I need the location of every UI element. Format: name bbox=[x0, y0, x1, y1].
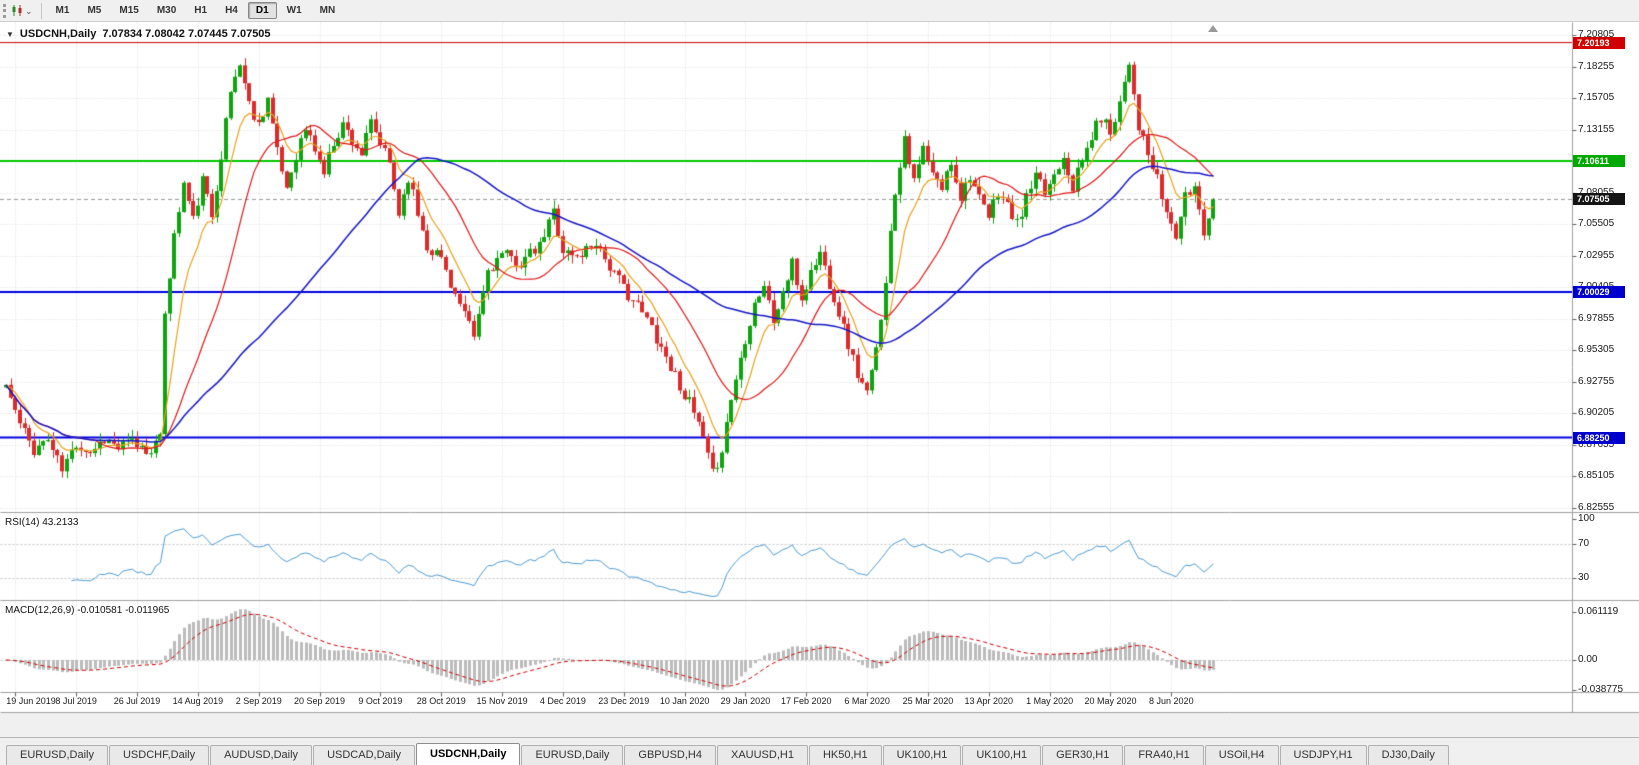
tab-fra40-h1[interactable]: FRA40,H1 bbox=[1124, 745, 1204, 765]
timeframe-toolbar: ⌄ M1 M5 M15 M30 H1 H4 D1 W1 MN bbox=[0, 0, 1639, 22]
macd-axis-label: 0.00 bbox=[1578, 654, 1598, 665]
date-label: 6 Mar 2020 bbox=[844, 696, 890, 706]
chart-tab-bar: EURUSD,Daily USDCHF,Daily AUDUSD,Daily USDC… bbox=[0, 737, 1639, 765]
date-label: 14 Aug 2019 bbox=[172, 696, 224, 706]
price-badge: 7.20193 bbox=[1573, 36, 1625, 49]
tab-usdjpy-h1[interactable]: USDJPY,H1 bbox=[1279, 745, 1367, 765]
date-label: 1 May 2020 bbox=[1026, 696, 1074, 706]
tab-gbpusd-h4[interactable]: GBPUSD,H4 bbox=[624, 745, 716, 765]
timeframe-button-m1[interactable]: M1 bbox=[55, 5, 70, 16]
price-tick-label: 6.90205 bbox=[1578, 407, 1615, 419]
tab-usdchf-daily[interactable]: USDCHF,Daily bbox=[108, 745, 210, 765]
chart-type-icon[interactable] bbox=[11, 4, 24, 17]
date-label: 20 Sep 2019 bbox=[294, 696, 346, 706]
timeframe-button-d1[interactable]: D1 bbox=[247, 2, 277, 19]
toolbar-separator bbox=[40, 2, 42, 19]
price-tick-label: 6.97855 bbox=[1578, 312, 1615, 324]
date-label: 2 Sep 2019 bbox=[235, 696, 282, 706]
tab-eurusd-daily[interactable]: EURUSD,Daily bbox=[521, 745, 624, 765]
date-label: 15 Nov 2019 bbox=[476, 696, 528, 706]
price-tick-label: 6.87655 bbox=[1578, 438, 1615, 450]
price-badge: 7.07505 bbox=[1573, 193, 1625, 206]
timeframe-button-m5[interactable]: M5 bbox=[87, 5, 102, 16]
price-badge: 7.10611 bbox=[1573, 155, 1625, 168]
price-tick-label: 7.18255 bbox=[1578, 60, 1615, 72]
macd-indicator-label: MACD(12,26,9) -0.010581 -0.011965 bbox=[5, 605, 170, 616]
tab-hk50-h1[interactable]: HK50,H1 bbox=[808, 745, 882, 765]
date-label: 25 Mar 2020 bbox=[902, 696, 954, 706]
macd-axis-label: -0.038775 bbox=[1578, 684, 1624, 696]
tab-usoil-h4[interactable]: USOil,H4 bbox=[1204, 745, 1279, 765]
timeframe-button-mn[interactable]: MN bbox=[319, 5, 336, 16]
toolbar-grip-handle[interactable] bbox=[3, 3, 6, 18]
tab-uk100-h1[interactable]: UK100,H1 bbox=[962, 745, 1042, 765]
price-tick-label: 7.05505 bbox=[1578, 218, 1615, 230]
chart-shift-marker[interactable] bbox=[1208, 25, 1218, 32]
date-label: 9 Oct 2019 bbox=[358, 696, 403, 706]
price-tick-label: 7.13155 bbox=[1578, 123, 1615, 135]
price-tick-label: 6.95305 bbox=[1578, 344, 1615, 356]
rsi-axis-label: 100 bbox=[1578, 513, 1595, 524]
date-label: 10 Jan 2020 bbox=[659, 696, 710, 706]
rsi-axis-label: 70 bbox=[1578, 538, 1590, 550]
price-tick-label: 7.15705 bbox=[1578, 92, 1615, 104]
chart-window: ▼ USDCNH,Daily 7.07834 7.08042 7.07445 7… bbox=[0, 22, 1639, 737]
timeframe-button-w1[interactable]: W1 bbox=[286, 5, 302, 16]
date-label: 8 Jul 2019 bbox=[55, 696, 97, 706]
price-badge: 7.00029 bbox=[1573, 285, 1625, 298]
date-label: 4 Dec 2019 bbox=[539, 696, 586, 706]
chart-title: ▼ USDCNH,Daily 7.07834 7.08042 7.07445 7… bbox=[6, 28, 271, 40]
tab-dj30-daily[interactable]: DJ30,Daily bbox=[1367, 745, 1449, 765]
chevron-down-icon[interactable]: ⌄ bbox=[25, 5, 33, 16]
price-tick-label: 6.92755 bbox=[1578, 375, 1615, 387]
tab-ger30-h1[interactable]: GER30,H1 bbox=[1042, 745, 1124, 765]
price-tick-label: 7.02955 bbox=[1578, 249, 1615, 261]
tab-usdcnh-daily[interactable]: USDCNH,Daily bbox=[416, 743, 521, 765]
price-tick-label: 7.20805 bbox=[1578, 29, 1615, 40]
date-label: 29 Jan 2020 bbox=[720, 696, 771, 706]
price-chart-canvas[interactable] bbox=[0, 22, 1639, 737]
timeframe-button-h4[interactable]: H4 bbox=[225, 5, 238, 16]
date-label: 26 Jul 2019 bbox=[113, 696, 161, 706]
rsi-axis-label: 30 bbox=[1578, 571, 1590, 583]
chart-symbol-label: USDCNH,Daily bbox=[19, 28, 97, 40]
date-label: 23 Dec 2019 bbox=[598, 696, 650, 706]
price-badge: 6.88250 bbox=[1573, 431, 1625, 444]
tab-uk100-h1[interactable]: UK100,H1 bbox=[882, 745, 962, 765]
date-label: 28 Oct 2019 bbox=[416, 696, 466, 706]
rsi-indicator-label: RSI(14) 43.2133 bbox=[5, 517, 79, 528]
tab-audusd-daily[interactable]: AUDUSD,Daily bbox=[210, 745, 313, 765]
timeframe-button-h1[interactable]: H1 bbox=[194, 5, 208, 16]
price-tick-label: 7.08055 bbox=[1578, 186, 1615, 198]
date-label: 13 Apr 2020 bbox=[964, 696, 1014, 706]
chart-ohlc-values: 7.07834 7.08042 7.07445 7.07505 bbox=[102, 28, 271, 40]
timeframe-button-m30[interactable]: M30 bbox=[156, 5, 177, 16]
tab-usdcad-daily[interactable]: USDCAD,Daily bbox=[313, 745, 416, 765]
date-label: 20 May 2020 bbox=[1084, 696, 1137, 706]
timeframe-button-m15[interactable]: M15 bbox=[119, 5, 139, 16]
price-tick-label: 6.85105 bbox=[1578, 470, 1615, 482]
tab-xauusd-h1[interactable]: XAUUSD,H1 bbox=[716, 745, 808, 765]
tab-eurusd-daily[interactable]: EURUSD,Daily bbox=[6, 745, 108, 765]
chart-tabs-group: EURUSD,Daily USDCHF,Daily AUDUSD,Daily USDC… bbox=[6, 743, 1450, 765]
macd-axis-label: 0.061119 bbox=[1578, 606, 1619, 618]
price-tick-label: 6.82555 bbox=[1578, 501, 1615, 513]
date-label: 17 Feb 2020 bbox=[780, 696, 832, 706]
date-label: 19 Jun 2019 bbox=[6, 696, 56, 706]
timeframe-buttons-group: M1 M5 M15 M30 H1 H4 D1 W1 MN bbox=[47, 2, 345, 19]
collapse-triangle-icon[interactable]: ▼ bbox=[6, 29, 14, 39]
date-label: 8 Jun 2020 bbox=[1149, 696, 1194, 706]
